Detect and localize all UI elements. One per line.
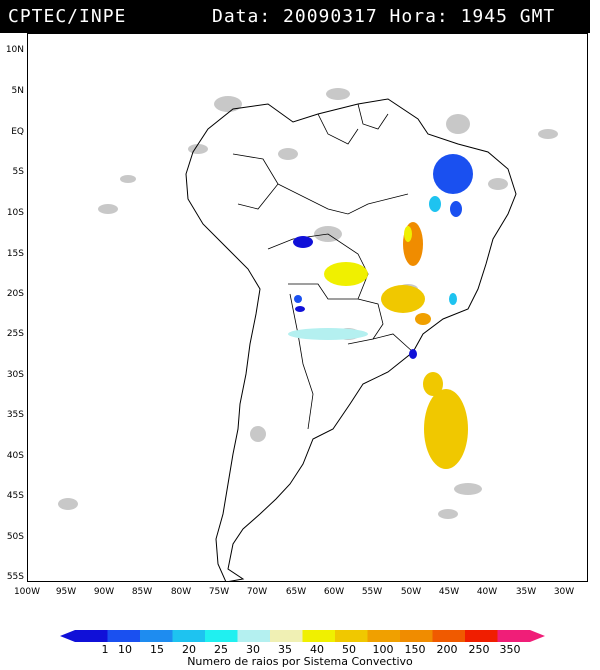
colorbar-segment xyxy=(465,630,498,642)
lat-label: 25S xyxy=(6,329,24,339)
lat-label: 20S xyxy=(6,289,24,299)
lon-label: 65W xyxy=(285,587,307,597)
colorbar-tick: 200 xyxy=(436,643,458,656)
lat-label: 10S xyxy=(6,208,24,218)
lon-label: 100W xyxy=(13,587,41,597)
colorbar-segment xyxy=(205,630,238,642)
lon-label: 75W xyxy=(208,587,230,597)
colorbar-tick: 10 xyxy=(118,643,132,656)
colorbar-tick: 35 xyxy=(278,643,292,656)
colorbar-segment xyxy=(237,630,270,642)
lat-label: 5S xyxy=(12,167,24,177)
colorbar-tick: 1 xyxy=(101,643,109,656)
colorbar-segment xyxy=(172,630,205,642)
colorbar-tick: 350 xyxy=(499,643,521,656)
colorbar-segment xyxy=(400,630,433,642)
colorbar-segment xyxy=(107,630,140,642)
colorbar-tick: 150 xyxy=(404,643,426,656)
colorbar-tick: 15 xyxy=(150,643,164,656)
lat-label: 40S xyxy=(6,451,24,461)
colorbar-segment xyxy=(140,630,173,642)
lon-label: 80W xyxy=(170,587,192,597)
colorbar-tick: 50 xyxy=(342,643,356,656)
lon-label: 60W xyxy=(323,587,345,597)
cloud-cover xyxy=(58,88,558,519)
colorbar-tick: 40 xyxy=(310,643,324,656)
lat-label: EQ xyxy=(11,127,24,137)
lon-label: 30W xyxy=(553,587,575,597)
colorbar-tick: 25 xyxy=(214,643,228,656)
lon-label: 50W xyxy=(400,587,422,597)
colorbar-segment xyxy=(335,630,368,642)
colorbar-title: Numero de raios por Sistema Convectivo xyxy=(187,655,413,668)
colorbar-tick: 250 xyxy=(468,643,490,656)
lat-label: 5N xyxy=(11,86,24,96)
lat-label: 10N xyxy=(5,45,24,55)
lat-label: 35S xyxy=(6,410,24,420)
lon-label: 35W xyxy=(515,587,537,597)
lat-label: 15S xyxy=(6,249,24,259)
colorbar-tick: 20 xyxy=(182,643,196,656)
colorbar-segment xyxy=(60,630,108,642)
lon-label: 40W xyxy=(476,587,498,597)
lon-label: 45W xyxy=(438,587,460,597)
lon-label: 55W xyxy=(361,587,383,597)
colorbar-segment xyxy=(302,630,335,642)
lat-label: 55S xyxy=(6,572,24,582)
colorbar-segment xyxy=(367,630,400,642)
lon-label: 70W xyxy=(246,587,268,597)
colorbar-segment xyxy=(432,630,465,642)
datetime-label: Data: 20090317 Hora: 1945 GMT xyxy=(212,6,556,27)
continent-outline xyxy=(185,98,517,581)
lat-label: 50S xyxy=(6,532,24,542)
lat-label: 30S xyxy=(6,370,24,380)
country-borders xyxy=(232,103,414,430)
map-area[interactable] xyxy=(27,33,588,582)
convective-systems xyxy=(288,154,473,469)
colorbar-segment xyxy=(270,630,303,642)
lon-label: 95W xyxy=(55,587,77,597)
source-label: CPTEC/INPE xyxy=(8,6,127,27)
south-america-map xyxy=(58,88,558,581)
colorbar-tick: 100 xyxy=(372,643,394,656)
lat-label: 45S xyxy=(6,491,24,501)
colorbar-segment xyxy=(497,630,545,642)
lon-label: 90W xyxy=(93,587,115,597)
colorbar xyxy=(60,630,545,642)
map-header: CPTEC/INPE Data: 20090317 Hora: 1945 GMT xyxy=(0,0,590,33)
lon-label: 85W xyxy=(131,587,153,597)
colorbar-tick: 30 xyxy=(246,643,260,656)
